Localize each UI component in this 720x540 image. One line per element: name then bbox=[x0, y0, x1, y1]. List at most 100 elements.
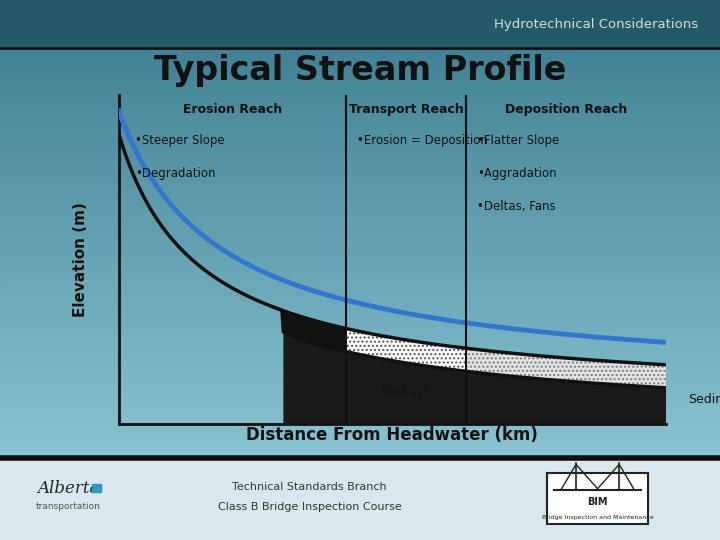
Bar bbox=[0, 270, 720, 276]
Bar bbox=[0, 195, 720, 202]
Bar bbox=[0, 399, 720, 405]
Bar bbox=[0, 68, 720, 74]
Text: •Degradation: •Degradation bbox=[135, 167, 216, 180]
Text: Alberta: Alberta bbox=[37, 480, 99, 497]
Bar bbox=[0, 493, 720, 500]
Bar bbox=[0, 392, 720, 399]
Text: Deposition Reach: Deposition Reach bbox=[505, 103, 627, 116]
Bar bbox=[0, 426, 720, 432]
Bar bbox=[0, 162, 720, 168]
Bar bbox=[0, 148, 720, 156]
Bar bbox=[0, 243, 720, 249]
Bar bbox=[0, 189, 720, 195]
Bar bbox=[0, 60, 720, 68]
Bar bbox=[0, 176, 720, 183]
Bar bbox=[0, 507, 720, 513]
Bar bbox=[0, 156, 720, 162]
Bar bbox=[0, 291, 720, 297]
Bar bbox=[0, 310, 720, 317]
Bar bbox=[0, 458, 720, 540]
Bar bbox=[0, 102, 720, 108]
Bar bbox=[0, 303, 720, 310]
Bar bbox=[0, 418, 720, 426]
Bar bbox=[0, 216, 720, 222]
Text: •Aggradation: •Aggradation bbox=[477, 167, 557, 180]
Bar bbox=[0, 480, 720, 486]
Text: Sediment: Sediment bbox=[688, 393, 720, 406]
Bar bbox=[0, 74, 720, 81]
Text: Erosion Reach: Erosion Reach bbox=[183, 103, 282, 116]
Bar bbox=[0, 372, 720, 378]
Bar bbox=[0, 40, 720, 47]
Bar bbox=[0, 378, 720, 384]
Text: •Steeper Slope: •Steeper Slope bbox=[135, 134, 225, 147]
Text: Technical Standards Branch: Technical Standards Branch bbox=[233, 482, 387, 492]
Bar bbox=[0, 47, 720, 54]
Bar bbox=[92, 484, 101, 492]
Bar bbox=[0, 519, 720, 526]
Text: Typical Stream Profile: Typical Stream Profile bbox=[154, 53, 566, 87]
Bar bbox=[0, 364, 720, 372]
Text: Elevation (m): Elevation (m) bbox=[73, 202, 88, 316]
Bar bbox=[0, 358, 720, 365]
Bar bbox=[0, 446, 720, 453]
Bar bbox=[0, 33, 720, 40]
Bar bbox=[0, 513, 720, 519]
Bar bbox=[0, 526, 720, 534]
Bar bbox=[0, 500, 720, 507]
Bar bbox=[0, 27, 720, 33]
Bar bbox=[0, 0, 720, 46]
Bar bbox=[0, 276, 720, 284]
Bar bbox=[0, 411, 720, 418]
Text: Distance From Headwater (km): Distance From Headwater (km) bbox=[246, 426, 539, 444]
Text: Class B Bridge Inspection Course: Class B Bridge Inspection Course bbox=[217, 502, 402, 511]
Bar bbox=[0, 81, 720, 87]
Bar bbox=[0, 14, 720, 20]
Bar bbox=[0, 384, 720, 391]
Bar bbox=[0, 297, 720, 303]
Bar bbox=[0, 135, 720, 141]
Bar bbox=[0, 263, 720, 270]
Bar bbox=[0, 115, 720, 122]
Text: •Deltas, Fans: •Deltas, Fans bbox=[477, 200, 556, 213]
Bar bbox=[0, 87, 720, 94]
Bar bbox=[0, 472, 720, 480]
Bar bbox=[0, 351, 720, 357]
Text: BIM: BIM bbox=[588, 497, 608, 507]
Text: Transport Reach: Transport Reach bbox=[348, 103, 464, 116]
FancyBboxPatch shape bbox=[547, 472, 648, 524]
Bar bbox=[0, 128, 720, 135]
Bar bbox=[0, 54, 720, 60]
Bar bbox=[0, 534, 720, 540]
Bar bbox=[0, 0, 720, 6]
Bar bbox=[0, 345, 720, 351]
Text: Hydrotechnical Considerations: Hydrotechnical Considerations bbox=[494, 18, 698, 31]
Bar bbox=[0, 237, 720, 243]
Bar bbox=[0, 330, 720, 338]
Bar bbox=[0, 432, 720, 438]
Bar bbox=[0, 317, 720, 324]
Bar bbox=[0, 465, 720, 472]
Bar bbox=[0, 6, 720, 14]
Text: Bedrock: Bedrock bbox=[380, 384, 432, 397]
Bar bbox=[0, 20, 720, 27]
Bar bbox=[0, 405, 720, 411]
Bar bbox=[0, 122, 720, 128]
Bar bbox=[0, 338, 720, 345]
Bar bbox=[0, 94, 720, 102]
Bar bbox=[0, 256, 720, 263]
Bar bbox=[0, 459, 720, 465]
Bar bbox=[0, 486, 720, 492]
Bar bbox=[0, 438, 720, 445]
Bar bbox=[0, 284, 720, 291]
Bar bbox=[0, 141, 720, 149]
Bar bbox=[0, 202, 720, 209]
Bar bbox=[0, 168, 720, 176]
Bar bbox=[0, 324, 720, 330]
Text: Bridge Inspection and Maintenance: Bridge Inspection and Maintenance bbox=[541, 515, 654, 521]
Bar bbox=[0, 249, 720, 256]
Bar bbox=[0, 108, 720, 115]
Text: •Flatter Slope: •Flatter Slope bbox=[477, 134, 559, 147]
Text: •Erosion = Deposition: •Erosion = Deposition bbox=[357, 134, 487, 147]
Bar bbox=[0, 452, 720, 459]
